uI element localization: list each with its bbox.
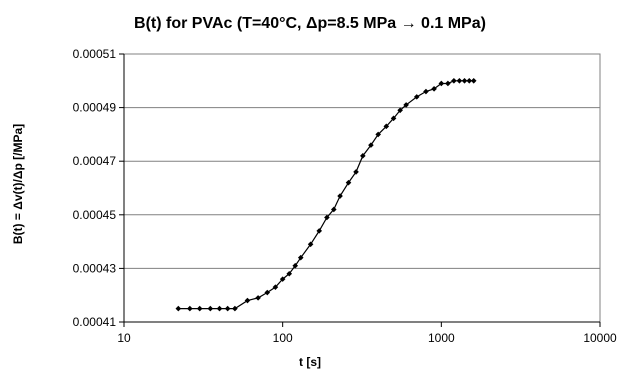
data-point xyxy=(445,80,451,87)
data-point xyxy=(390,115,397,122)
data-point xyxy=(196,305,203,312)
data-point xyxy=(286,270,293,277)
data-point xyxy=(470,78,477,84)
data-point xyxy=(423,88,429,95)
data-point xyxy=(368,142,374,148)
data-point xyxy=(383,123,390,130)
data-point xyxy=(244,297,251,304)
data-point xyxy=(337,193,343,199)
data-point xyxy=(307,241,314,248)
data-point xyxy=(345,179,352,186)
data-point xyxy=(431,86,437,92)
x-axis-title: t [s] xyxy=(299,355,321,369)
data-point xyxy=(207,305,214,312)
data-point xyxy=(375,131,381,138)
data-point xyxy=(413,94,420,100)
y-axis-title: B(t) = Δv(t)/Δp [/MPa] xyxy=(11,124,25,244)
y-tick-label: 0.00045 xyxy=(73,208,117,222)
series-line xyxy=(178,80,474,310)
data-point xyxy=(456,78,463,84)
data-point xyxy=(330,206,337,213)
data-point xyxy=(255,295,261,301)
chart-title: B(t) for PVAc (T=40°C, Δp=8.5 MPa → 0.1 … xyxy=(134,15,486,32)
data-point xyxy=(451,78,457,84)
x-tick-label: 10 xyxy=(117,331,131,345)
plot-area xyxy=(123,53,601,323)
data-point xyxy=(264,289,271,296)
data-point xyxy=(224,305,231,312)
data-point xyxy=(324,214,330,221)
data-point xyxy=(438,80,445,87)
grid-lines xyxy=(124,107,600,269)
data-point xyxy=(187,305,193,312)
y-tick-label: 0.00049 xyxy=(73,101,117,115)
data-point xyxy=(175,305,182,312)
data-point xyxy=(316,228,323,234)
data-point xyxy=(461,78,468,84)
data-series xyxy=(175,78,477,312)
data-point xyxy=(272,284,279,290)
data-point xyxy=(216,305,223,312)
data-point xyxy=(279,276,286,282)
data-point xyxy=(397,107,403,114)
data-point xyxy=(292,262,299,269)
x-tick-label: 10000 xyxy=(583,331,617,345)
data-point xyxy=(466,78,473,84)
y-tick-label: 0.00047 xyxy=(73,154,117,168)
y-tick-label: 0.00041 xyxy=(73,315,117,329)
y-tick-label: 0.00043 xyxy=(73,261,117,275)
axes: 0.00041 0.00043 0.00045 0.00047 0.00049 0.000… xyxy=(73,47,617,345)
x-tick-label: 1000 xyxy=(428,331,455,345)
data-point xyxy=(297,254,304,261)
data-point xyxy=(360,153,366,159)
x-tick-label: 100 xyxy=(273,331,293,345)
data-point xyxy=(353,169,359,175)
data-point xyxy=(403,102,409,108)
data-point xyxy=(232,305,238,312)
y-tick-label: 0.00051 xyxy=(73,47,117,61)
